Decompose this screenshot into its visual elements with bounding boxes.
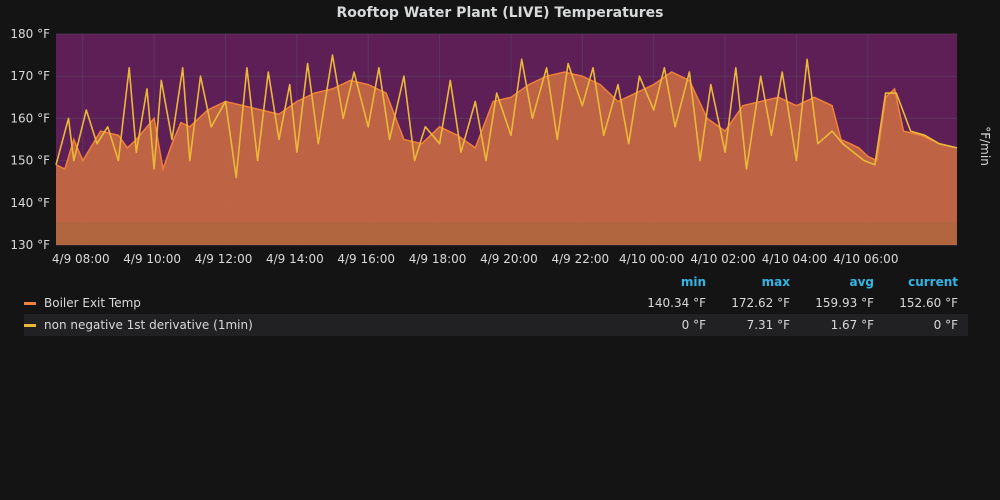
legend-value-min: 140.34 °F bbox=[647, 296, 706, 310]
x-tick-label: 4/9 22:00 bbox=[551, 252, 609, 266]
x-tick-label: 4/9 14:00 bbox=[266, 252, 324, 266]
legend-row-boiler-exit-temp[interactable]: Boiler Exit Temp 140.34 °F 172.62 °F 159… bbox=[24, 292, 968, 314]
legend-swatch-boiler[interactable] bbox=[24, 301, 36, 305]
legend: min max avg current Boiler Exit Temp 140… bbox=[24, 272, 968, 336]
x-tick-label: 4/9 10:00 bbox=[123, 252, 181, 266]
series-boiler-exit-temp-line[interactable] bbox=[55, 71, 958, 172]
legend-value-max: 172.62 °F bbox=[731, 296, 790, 310]
y-tick-label: 180 °F bbox=[10, 27, 50, 41]
legend-value-current: 0 °F bbox=[933, 318, 958, 332]
x-tick-label: 4/10 00:00 bbox=[619, 252, 684, 266]
x-tick-label: 4/10 04:00 bbox=[762, 252, 827, 266]
x-tick-label: 4/10 02:00 bbox=[690, 252, 755, 266]
legend-header: min max avg current bbox=[24, 272, 968, 292]
lower-band bbox=[56, 221, 957, 245]
x-tick-label: 4/9 12:00 bbox=[195, 252, 253, 266]
legend-series-name[interactable]: Boiler Exit Temp bbox=[44, 296, 141, 310]
legend-header-max[interactable]: max bbox=[761, 275, 790, 289]
x-tick-label: 4/9 20:00 bbox=[480, 252, 538, 266]
y-tick-label: 150 °F bbox=[10, 154, 50, 168]
x-tick-label: 4/9 08:00 bbox=[52, 252, 110, 266]
x-tick-label: 4/9 16:00 bbox=[337, 252, 395, 266]
legend-series-name[interactable]: non negative 1st derivative (1min) bbox=[44, 318, 253, 332]
y-axis: 130 °F 140 °F 150 °F 160 °F 170 °F 180 °F bbox=[10, 27, 50, 252]
legend-value-avg: 159.93 °F bbox=[815, 296, 874, 310]
series-layer bbox=[55, 54, 958, 245]
x-axis: 4/9 08:00 4/9 10:00 4/9 12:00 4/9 14:00 4/9 … bbox=[52, 252, 899, 266]
legend-swatch-derivative[interactable] bbox=[24, 323, 36, 327]
legend-value-avg: 1.67 °F bbox=[830, 318, 874, 332]
legend-header-min[interactable]: min bbox=[680, 275, 706, 289]
y-tick-label: 160 °F bbox=[10, 111, 50, 125]
legend-value-min: 0 °F bbox=[681, 318, 706, 332]
temperature-chart[interactable]: 130 °F 140 °F 150 °F 160 °F 170 °F 180 °F 4/9… bbox=[0, 0, 1000, 270]
y-tick-label: 170 °F bbox=[10, 69, 50, 83]
panel-title: Rooftop Water Plant (LIVE) Temperatures bbox=[336, 5, 664, 21]
right-axis-label: °F/min bbox=[978, 126, 992, 166]
y-tick-label: 140 °F bbox=[10, 196, 50, 210]
legend-row-derivative[interactable]: non negative 1st derivative (1min) 0 °F … bbox=[24, 314, 968, 336]
legend-value-max: 7.31 °F bbox=[746, 318, 790, 332]
x-tick-label: 4/10 06:00 bbox=[833, 252, 898, 266]
y-tick-label: 130 °F bbox=[10, 238, 50, 252]
series-derivative-line[interactable] bbox=[55, 54, 958, 179]
x-tick-label: 4/9 18:00 bbox=[409, 252, 467, 266]
legend-header-current[interactable]: current bbox=[908, 275, 958, 289]
legend-header-avg[interactable]: avg bbox=[849, 275, 874, 289]
series-boiler-exit-temp-area bbox=[56, 72, 957, 245]
legend-value-current: 152.60 °F bbox=[899, 296, 958, 310]
